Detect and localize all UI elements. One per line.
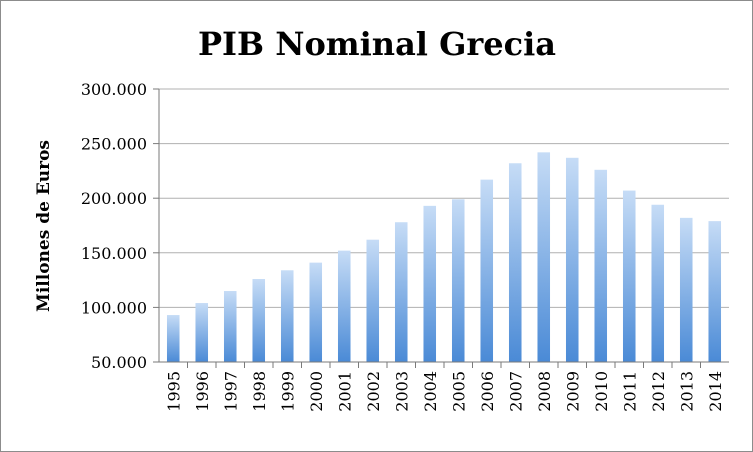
x-tick-label: 2008 — [535, 371, 554, 412]
bar-1996 — [195, 303, 209, 362]
y-tick-labels: 50.000 100.000 150.000 200.000 250.000 300.00… — [81, 80, 147, 372]
bar-1999 — [280, 270, 294, 362]
bar-2000 — [309, 262, 323, 362]
bar-2008 — [537, 152, 551, 362]
bar-2010 — [594, 169, 608, 362]
chart-title: PIB Nominal Grecia — [198, 25, 556, 63]
bar-2013 — [679, 217, 693, 362]
x-tick-label: 1998 — [250, 371, 269, 412]
y-tick-label: 150.000 — [81, 244, 147, 263]
x-tick-label: 2014 — [706, 371, 725, 412]
bars — [166, 152, 722, 362]
bar-2004 — [423, 205, 437, 362]
x-tick-label: 2011 — [620, 371, 639, 412]
bar-1998 — [252, 279, 266, 362]
y-axis-label: Millones de Euros — [34, 140, 54, 312]
y-tick-label: 50.000 — [91, 353, 147, 372]
bar-2014 — [708, 221, 722, 362]
x-tick-label: 2012 — [649, 371, 668, 412]
y-tick-label: 100.000 — [81, 298, 147, 317]
x-tick-label: 2007 — [506, 371, 525, 412]
axes — [158, 89, 729, 363]
x-tick-label: 2010 — [592, 371, 611, 412]
x-tick-label: 2004 — [421, 371, 440, 412]
bar-2009 — [565, 157, 579, 362]
x-tick-label: 2009 — [563, 371, 582, 412]
bar-2005 — [451, 199, 465, 362]
bar-2011 — [622, 190, 636, 362]
x-tick-label: 2006 — [478, 371, 497, 412]
bar-2007 — [508, 163, 522, 362]
bar-2003 — [394, 222, 408, 362]
x-tick-label: 1996 — [193, 371, 212, 412]
bar-1997 — [223, 291, 237, 362]
x-tick-labels: 1995 1996 1997 1998 1999 2000 2001 2002 2003 2004… — [164, 362, 725, 412]
bar-1995 — [166, 315, 180, 362]
x-tick-label: 1997 — [221, 371, 240, 412]
gridlines — [153, 88, 729, 363]
bar-2002 — [366, 239, 380, 362]
y-tick-label: 200.000 — [81, 189, 147, 208]
x-tick-label: 2002 — [364, 371, 383, 412]
x-tick-label: 2005 — [449, 371, 468, 412]
x-tick-label: 2013 — [677, 371, 696, 412]
y-tick-label: 300.000 — [81, 80, 147, 99]
bar-2012 — [651, 204, 665, 362]
y-tick-label: 250.000 — [81, 135, 147, 154]
x-tick-label: 1999 — [278, 371, 297, 412]
x-tick-label: 2000 — [307, 371, 326, 412]
x-tick-label: 2003 — [392, 371, 411, 412]
x-tick-label: 2001 — [335, 371, 354, 412]
x-tick-label: 1995 — [164, 371, 183, 412]
bar-2001 — [337, 250, 351, 362]
bar-2006 — [480, 179, 494, 362]
